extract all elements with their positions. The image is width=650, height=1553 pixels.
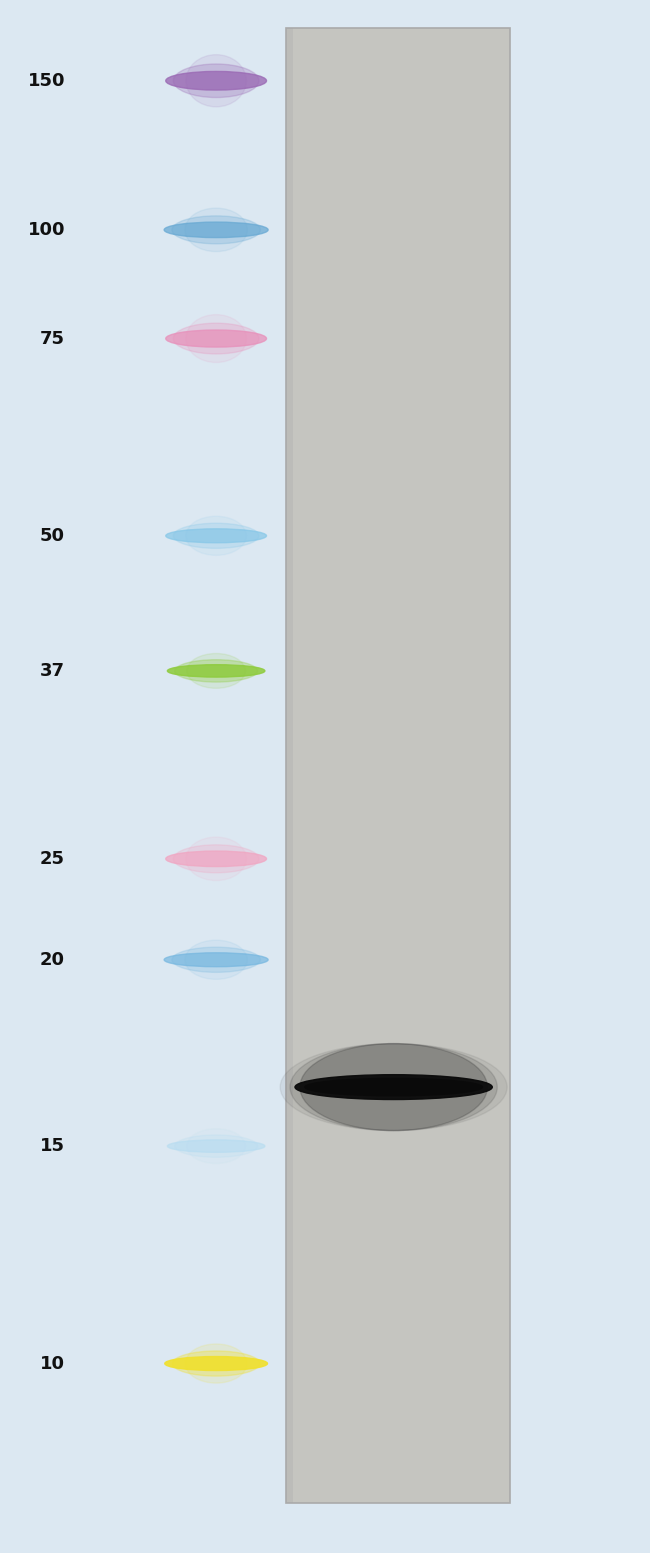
Text: 20: 20 [40, 950, 65, 969]
Bar [286, 28, 292, 1503]
Ellipse shape [174, 845, 259, 873]
Ellipse shape [187, 1129, 246, 1163]
Ellipse shape [165, 1357, 268, 1371]
Text: 100: 100 [27, 221, 65, 239]
Ellipse shape [320, 1081, 467, 1093]
Ellipse shape [185, 1343, 247, 1384]
Ellipse shape [172, 216, 261, 244]
Ellipse shape [300, 1044, 488, 1131]
Ellipse shape [295, 1075, 492, 1100]
Ellipse shape [305, 1078, 482, 1096]
Bar [286, 28, 510, 1503]
Ellipse shape [164, 952, 268, 966]
Ellipse shape [172, 947, 261, 972]
Ellipse shape [175, 660, 257, 682]
Ellipse shape [175, 1135, 257, 1157]
Ellipse shape [174, 64, 259, 98]
Text: 25: 25 [40, 849, 65, 868]
Ellipse shape [166, 71, 266, 90]
Text: 15: 15 [40, 1137, 65, 1155]
Ellipse shape [168, 1140, 265, 1152]
Text: 150: 150 [27, 71, 65, 90]
Ellipse shape [280, 1044, 507, 1131]
Ellipse shape [186, 516, 246, 556]
Ellipse shape [185, 208, 247, 252]
Text: 37: 37 [40, 662, 65, 680]
Ellipse shape [172, 1351, 260, 1376]
Text: 75: 75 [40, 329, 65, 348]
Ellipse shape [290, 1044, 497, 1131]
Ellipse shape [166, 851, 266, 867]
Ellipse shape [187, 654, 246, 688]
Ellipse shape [166, 528, 266, 544]
Ellipse shape [174, 323, 259, 354]
Ellipse shape [166, 331, 266, 348]
Text: 10: 10 [40, 1354, 65, 1373]
Ellipse shape [164, 222, 268, 238]
Ellipse shape [186, 837, 246, 881]
Ellipse shape [174, 523, 259, 548]
Ellipse shape [186, 54, 246, 107]
Ellipse shape [186, 315, 246, 362]
Text: 50: 50 [40, 526, 65, 545]
Ellipse shape [185, 940, 247, 980]
Ellipse shape [168, 665, 265, 677]
